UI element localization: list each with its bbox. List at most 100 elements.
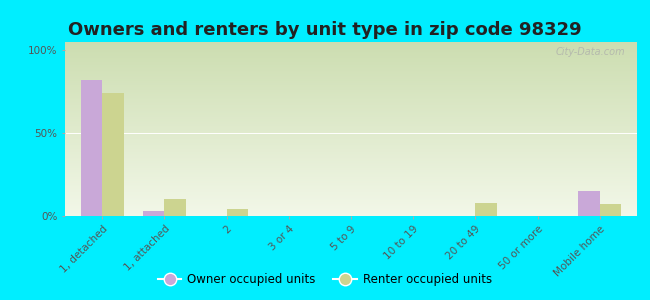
Bar bbox=[65, 160, 637, 161]
Bar bbox=[65, 74, 637, 75]
Bar bbox=[65, 187, 637, 188]
Bar bbox=[65, 171, 637, 172]
Bar bbox=[65, 105, 637, 106]
Bar bbox=[65, 201, 637, 202]
Bar bbox=[65, 86, 637, 87]
Bar bbox=[65, 174, 637, 175]
Bar bbox=[65, 60, 637, 61]
Bar bbox=[65, 154, 637, 155]
Bar bbox=[65, 179, 637, 180]
Bar bbox=[65, 103, 637, 104]
Bar bbox=[65, 83, 637, 84]
Bar bbox=[65, 48, 637, 49]
Bar bbox=[65, 144, 637, 145]
Bar bbox=[65, 106, 637, 107]
Bar bbox=[65, 47, 637, 48]
Bar bbox=[65, 191, 637, 192]
Bar bbox=[65, 70, 637, 71]
Bar bbox=[65, 94, 637, 95]
Bar bbox=[65, 140, 637, 141]
Bar bbox=[65, 56, 637, 57]
Bar bbox=[65, 98, 637, 99]
Bar bbox=[65, 157, 637, 158]
Bar bbox=[65, 142, 637, 143]
Bar bbox=[65, 104, 637, 105]
Bar bbox=[600, 204, 621, 216]
Bar bbox=[65, 97, 637, 98]
Bar bbox=[65, 178, 637, 179]
Bar bbox=[65, 188, 637, 189]
Bar bbox=[65, 72, 637, 73]
Bar bbox=[65, 185, 637, 186]
Bar bbox=[65, 168, 637, 169]
Bar bbox=[65, 114, 637, 115]
Bar bbox=[65, 130, 637, 131]
Bar bbox=[65, 161, 637, 162]
Bar bbox=[65, 100, 637, 101]
Bar bbox=[65, 158, 637, 159]
Bar bbox=[65, 71, 637, 72]
Bar bbox=[65, 202, 637, 203]
Bar bbox=[164, 200, 187, 216]
Bar bbox=[65, 75, 637, 76]
Bar bbox=[65, 199, 637, 200]
Bar bbox=[65, 112, 637, 113]
Bar bbox=[227, 209, 248, 216]
Legend: Owner occupied units, Renter occupied units: Owner occupied units, Renter occupied un… bbox=[153, 269, 497, 291]
Bar bbox=[65, 111, 637, 112]
Bar bbox=[65, 134, 637, 135]
Bar bbox=[65, 87, 637, 88]
Bar bbox=[65, 183, 637, 184]
Bar bbox=[65, 92, 637, 93]
Bar bbox=[65, 110, 637, 111]
Bar bbox=[65, 165, 637, 166]
Bar bbox=[65, 208, 637, 209]
Bar bbox=[65, 147, 637, 148]
Bar bbox=[65, 66, 637, 67]
Bar bbox=[65, 58, 637, 59]
Bar bbox=[65, 69, 637, 70]
Bar bbox=[65, 49, 637, 50]
Bar bbox=[65, 167, 637, 168]
Bar bbox=[65, 73, 637, 74]
Bar bbox=[65, 175, 637, 176]
Bar bbox=[65, 57, 637, 58]
Bar bbox=[65, 90, 637, 91]
Bar bbox=[65, 68, 637, 69]
Bar bbox=[65, 205, 637, 206]
Bar bbox=[65, 186, 637, 187]
Bar bbox=[65, 197, 637, 198]
Bar bbox=[65, 102, 637, 103]
Bar bbox=[65, 184, 637, 185]
Bar bbox=[65, 64, 637, 65]
Bar bbox=[65, 152, 637, 153]
Bar bbox=[65, 84, 637, 85]
Bar bbox=[65, 135, 637, 136]
Bar bbox=[65, 139, 637, 140]
Text: Owners and renters by unit type in zip code 98329: Owners and renters by unit type in zip c… bbox=[68, 21, 582, 39]
Bar bbox=[65, 129, 637, 130]
Bar bbox=[65, 107, 637, 108]
Bar bbox=[65, 59, 637, 60]
Bar bbox=[65, 46, 637, 47]
Bar bbox=[65, 131, 637, 132]
Bar bbox=[65, 85, 637, 86]
Bar bbox=[578, 191, 600, 216]
Bar bbox=[65, 117, 637, 118]
Bar bbox=[65, 55, 637, 56]
Bar bbox=[65, 80, 637, 81]
Bar bbox=[475, 203, 497, 216]
Bar bbox=[65, 177, 637, 178]
Bar bbox=[65, 207, 637, 208]
Bar bbox=[65, 189, 637, 190]
Bar bbox=[65, 108, 637, 109]
Bar bbox=[65, 204, 637, 205]
Bar bbox=[65, 196, 637, 197]
Bar bbox=[65, 200, 637, 201]
Bar bbox=[65, 78, 637, 79]
Bar bbox=[65, 62, 637, 63]
Bar bbox=[65, 42, 637, 43]
Bar bbox=[65, 159, 637, 160]
Bar bbox=[65, 206, 637, 207]
Bar bbox=[65, 172, 637, 173]
